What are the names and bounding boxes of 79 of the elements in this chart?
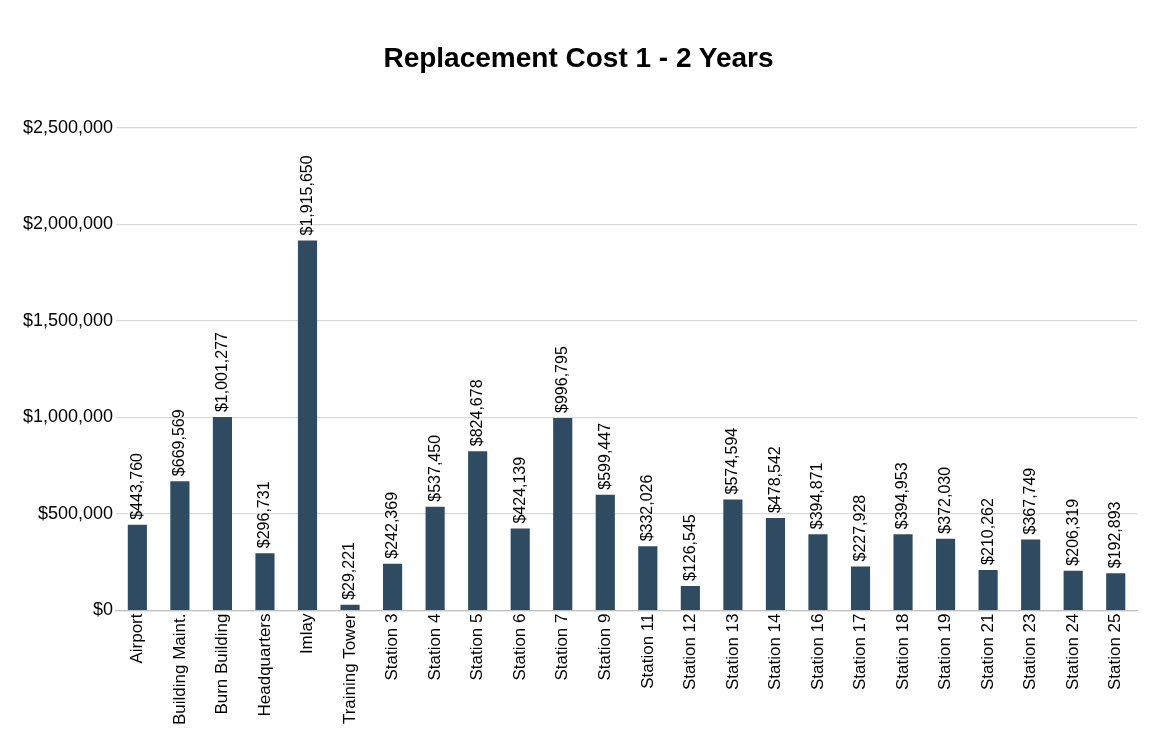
data-label: $192,893 [1106,501,1124,569]
bar [978,569,998,610]
y-tick-label: $2,000,000 [22,213,114,234]
bar [808,534,828,610]
x-tick-label: Station 11 [637,613,657,689]
data-label: $206,319 [1063,498,1081,566]
bar [850,566,871,610]
y-tick-label: $0 [93,599,114,620]
chart-title: Replacement Cost 1 - 2 Years [383,41,774,73]
x-tick-label: Station 6 [509,613,529,681]
y-tick-label: $1,000,000 [22,406,114,427]
bar [936,538,956,610]
data-label: $1,915,650 [297,155,315,236]
x-tick-label: Station 16 [807,613,827,691]
x-tick-label: Station 13 [722,613,742,691]
y-tick-label: $1,500,000 [22,309,114,330]
data-label: $126,545 [680,514,698,582]
y-tick-label: $500,000 [38,502,114,523]
x-tick-label: Station 7 [552,613,572,681]
data-label: $824,678 [468,379,486,447]
x-tick-label: Station 25 [1105,613,1125,691]
data-label: $227,928 [850,494,868,562]
data-label: $996,795 [553,346,571,413]
x-tick-label: Building Maint. [169,613,189,726]
x-tick-label: Station 18 [892,613,912,691]
x-tick-label: Station 23 [1020,613,1040,691]
data-label: $210,262 [978,498,996,565]
x-tick-label: Station 24 [1062,613,1082,691]
x-tick-label: Station 3 [382,613,402,681]
bar [1106,573,1126,610]
x-tick-label: Headquarters [254,613,274,717]
bar [170,481,190,610]
bar [255,553,275,610]
bar [340,604,360,610]
data-label: $372,030 [935,466,953,534]
data-label: $424,139 [510,456,528,524]
bar [383,563,403,610]
bar [510,528,530,610]
x-tick-label: Station 19 [935,613,955,691]
bar [1063,570,1083,610]
bar [1021,539,1041,610]
data-label: $394,953 [893,462,911,530]
x-tick-label: Station 12 [680,613,700,691]
bar [425,506,445,610]
bar [553,417,573,610]
data-label: $537,450 [425,434,443,502]
data-label: $443,760 [127,452,145,520]
bar [723,499,743,610]
data-label: $242,369 [382,491,400,559]
x-tick-label: Training Tower [339,613,359,725]
bar [638,546,658,610]
x-tick-label: Station 14 [765,613,785,691]
data-label: $599,447 [595,422,613,490]
bar [297,240,318,610]
y-tick-label: $2,500,000 [22,116,114,137]
bar [468,451,488,610]
bar [212,417,232,610]
x-tick-label: Imlay [297,613,317,655]
bar [765,518,785,610]
x-tick-label: Burn Building [212,613,232,715]
data-label: $332,026 [638,474,656,542]
x-tick-label: Station 5 [467,613,487,681]
x-tick-label: Station 9 [594,613,614,681]
data-label: $394,871 [808,462,826,530]
bar [127,524,147,610]
bar [680,586,700,610]
x-tick-label: Station 21 [977,613,997,691]
x-tick-label: Station 17 [850,613,870,691]
data-label: $669,569 [170,409,188,477]
data-label: $367,749 [1021,467,1039,535]
x-tick-label: Airport [127,613,147,664]
data-label: $574,594 [723,427,741,495]
data-label: $478,542 [765,446,783,514]
data-label: $1,001,277 [212,331,230,413]
x-tick-label: Station 4 [424,613,444,681]
bar [893,534,913,610]
data-label: $296,731 [255,481,273,549]
data-label: $29,221 [340,541,358,600]
bar [595,494,615,610]
